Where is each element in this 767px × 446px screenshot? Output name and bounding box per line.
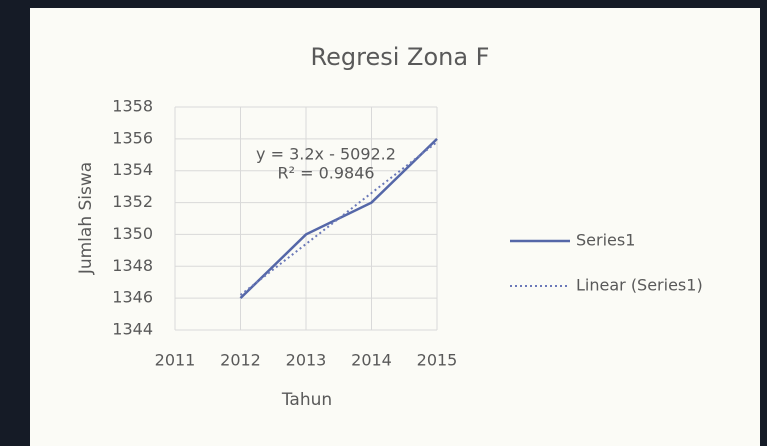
series-line <box>239 137 438 300</box>
y-tick-label: 1348 <box>112 256 153 275</box>
y-tick-label: 1356 <box>112 128 153 147</box>
x-tick-label: 2015 <box>417 351 458 370</box>
y-axis-label: Jumlah Siswa <box>76 162 96 275</box>
x-tick-label: 2013 <box>286 351 327 370</box>
annotation: y = 3.2x - 5092.2 <box>256 145 396 164</box>
x-tick-label: 2011 <box>155 351 196 370</box>
y-tick-label: 1354 <box>112 160 153 179</box>
y-tick-label: 1358 <box>112 97 153 116</box>
legend-label: Linear (Series1) <box>576 276 703 295</box>
chart-panel <box>30 8 760 446</box>
trend-line <box>239 141 438 296</box>
x-tick-label: 2014 <box>351 351 392 370</box>
y-tick-label: 1346 <box>112 288 153 307</box>
y-tick-label: 1344 <box>112 320 153 339</box>
legend-label: Series1 <box>576 231 635 250</box>
y-tick-label: 1352 <box>112 192 153 211</box>
chart-title: Regresi Zona F <box>311 43 490 71</box>
x-axis-label: Tahun <box>281 390 332 410</box>
x-tick-label: 2012 <box>220 351 261 370</box>
annotation: R² = 0.9846 <box>277 164 374 183</box>
y-tick-label: 1350 <box>112 224 153 243</box>
